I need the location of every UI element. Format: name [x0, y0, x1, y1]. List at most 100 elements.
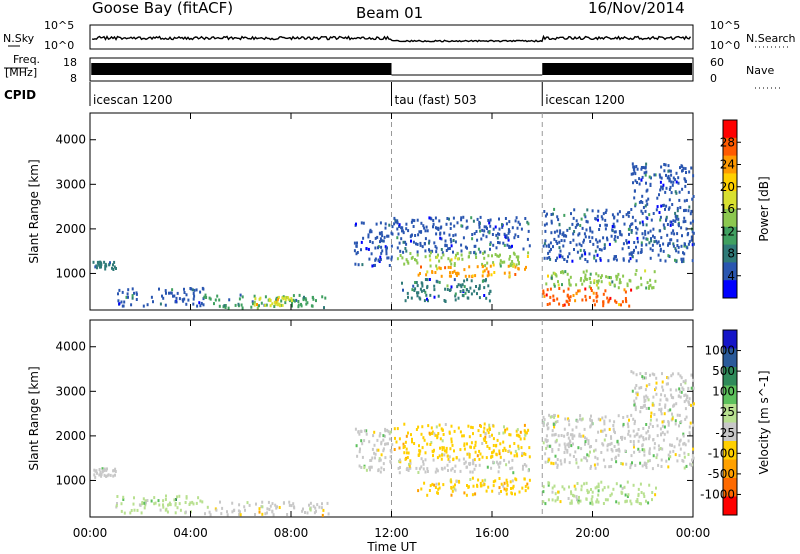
heatmap-cell	[398, 225, 401, 228]
heatmap-cell	[543, 242, 546, 246]
heatmap-cell	[591, 419, 593, 423]
heatmap-cell	[449, 266, 452, 269]
heatmap-cell	[634, 419, 636, 423]
cpid-segment-label: icescan 1200	[93, 93, 172, 107]
heatmap-cell	[142, 497, 145, 501]
heatmap-cell	[511, 466, 514, 470]
heatmap-cell	[438, 266, 441, 270]
heatmap-cell	[613, 237, 616, 241]
heatmap-cell	[293, 505, 295, 509]
heatmap-cell	[608, 281, 611, 285]
heatmap-cell	[457, 283, 460, 287]
heatmap-cell	[690, 235, 693, 239]
heatmap-cell	[390, 244, 393, 248]
heatmap-cell	[613, 225, 616, 229]
heatmap-cell	[442, 433, 445, 436]
heatmap-cell	[684, 243, 686, 247]
heatmap-cell	[469, 461, 472, 465]
heatmap-cell	[674, 178, 677, 182]
heatmap-cell	[568, 461, 571, 465]
heatmap-cell	[167, 503, 169, 507]
heatmap-cell	[558, 443, 561, 447]
colorbar-swatch	[723, 385, 737, 405]
heatmap-cell	[508, 444, 511, 448]
heatmap-cell	[650, 218, 653, 222]
heatmap-cell	[567, 302, 570, 306]
heatmap-cell	[398, 223, 401, 227]
heatmap-cell	[679, 447, 682, 451]
heatmap-cell	[688, 403, 691, 406]
heatmap-cell	[203, 295, 206, 299]
heatmap-cell	[192, 502, 195, 506]
heatmap-cell	[468, 265, 471, 269]
heatmap-cell	[498, 227, 501, 231]
heatmap-cell	[647, 231, 650, 235]
heatmap-cell	[524, 452, 527, 456]
heatmap-cell	[611, 213, 614, 217]
heatmap-cell	[683, 199, 686, 203]
heatmap-cell	[287, 296, 290, 300]
heatmap-cell	[641, 232, 644, 236]
heatmap-cell	[447, 257, 450, 261]
heatmap-cell	[560, 239, 563, 242]
heatmap-cell	[483, 286, 486, 290]
heatmap-cell	[439, 437, 442, 441]
heatmap-cell	[618, 449, 621, 453]
heatmap-cell	[510, 491, 513, 495]
heatmap-cell	[405, 249, 408, 253]
heatmap-cell	[580, 484, 583, 488]
heatmap-cell	[682, 259, 685, 263]
heatmap-cell	[691, 230, 694, 234]
heatmap-cell	[387, 430, 390, 434]
heatmap-cell	[604, 227, 607, 231]
heatmap-cell	[418, 444, 420, 448]
heatmap-cell	[602, 292, 605, 296]
colorbar-title: Velocity [m s^-1]	[757, 370, 771, 474]
heatmap-cell	[607, 485, 610, 489]
heatmap-cell	[499, 455, 502, 459]
heatmap-cell	[636, 391, 639, 395]
heatmap-cell	[453, 449, 455, 453]
heatmap-cell	[490, 466, 493, 470]
heatmap-cell	[98, 263, 101, 267]
heatmap-cell	[626, 414, 629, 418]
heatmap-cell	[268, 508, 271, 511]
heatmap-cell	[169, 503, 172, 507]
heatmap-cell	[465, 288, 468, 292]
heatmap-cell	[656, 424, 659, 428]
heatmap-cell	[418, 452, 421, 456]
heatmap-cell	[238, 503, 241, 507]
heatmap-cell	[591, 495, 594, 499]
heatmap-cell	[422, 460, 425, 464]
heatmap-cell	[447, 458, 450, 461]
heatmap-cell	[433, 241, 436, 245]
heatmap-cell	[360, 221, 363, 225]
heatmap-cell	[670, 238, 673, 242]
heatmap-cell	[404, 240, 407, 244]
heatmap-cell	[208, 296, 211, 300]
heatmap-cell	[674, 211, 677, 215]
heatmap-cell	[502, 440, 505, 444]
heatmap-cell	[632, 165, 635, 169]
heatmap-cell	[473, 467, 476, 471]
heatmap-cell	[676, 239, 679, 243]
heatmap-cell	[643, 495, 646, 498]
heatmap-cell	[498, 431, 501, 435]
heatmap-cell	[401, 226, 404, 230]
heatmap-cell	[601, 442, 604, 446]
heatmap-cell	[360, 240, 363, 244]
heatmap-cell	[677, 181, 680, 185]
heatmap-cell	[645, 431, 648, 435]
heatmap-cell	[397, 466, 400, 470]
heatmap-cell	[602, 502, 605, 505]
heatmap-cell	[608, 427, 611, 431]
heatmap-cell	[425, 293, 428, 297]
y-tick-label: 1000	[55, 266, 86, 280]
heatmap-cell	[572, 455, 575, 458]
velocity-region	[542, 413, 695, 471]
heatmap-cell	[604, 211, 607, 214]
colorbar-tick-label: 20	[720, 180, 735, 194]
colorbar-swatch	[723, 244, 737, 263]
heatmap-cell	[473, 458, 476, 462]
heatmap-cell	[577, 446, 580, 450]
